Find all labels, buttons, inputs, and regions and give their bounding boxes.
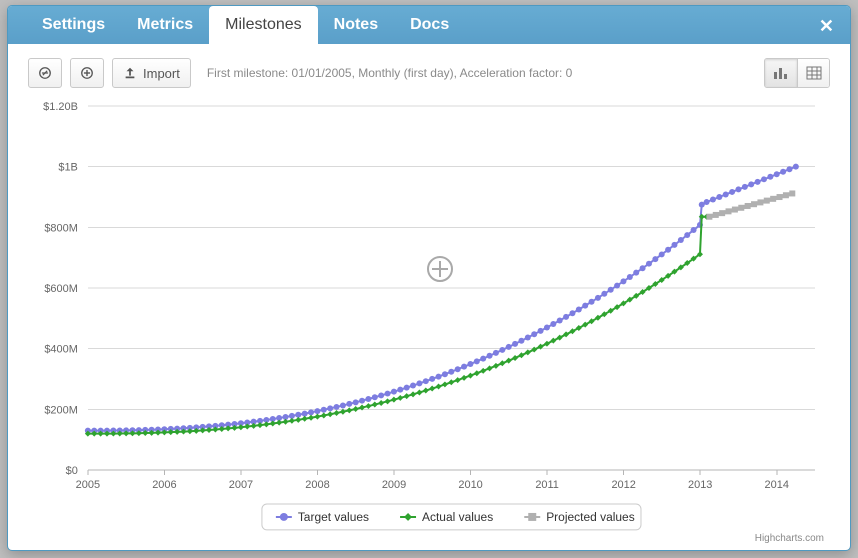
- modal-body: Import First milestone: 01/01/2005, Mont…: [8, 44, 850, 551]
- svg-text:$400M: $400M: [44, 344, 78, 356]
- svg-text:2006: 2006: [152, 479, 176, 491]
- svg-text:$800M: $800M: [44, 222, 78, 234]
- view-switch: [764, 58, 830, 88]
- svg-text:Projected values: Projected values: [546, 510, 635, 524]
- svg-text:$1B: $1B: [58, 162, 78, 174]
- svg-text:2008: 2008: [305, 479, 329, 491]
- svg-text:2012: 2012: [611, 479, 635, 491]
- svg-text:2010: 2010: [458, 479, 482, 491]
- table-view-button[interactable]: [797, 59, 829, 87]
- add-icon: [80, 66, 94, 80]
- table-icon: [806, 66, 822, 80]
- svg-text:2007: 2007: [229, 479, 253, 491]
- svg-text:2005: 2005: [76, 479, 100, 491]
- chart-svg: $0 $200M $400M $600M $800M $1B $1.20B 2005 2006 2…: [28, 96, 830, 545]
- tab-metrics[interactable]: Metrics: [121, 6, 209, 44]
- svg-text:2011: 2011: [535, 479, 559, 491]
- delete-icon: [38, 66, 52, 80]
- import-button[interactable]: Import: [112, 58, 191, 88]
- svg-text:$200M: $200M: [44, 404, 78, 416]
- barchart-icon: [773, 66, 789, 80]
- tab-milestones[interactable]: Milestones: [209, 6, 317, 44]
- svg-text:$1.20B: $1.20B: [43, 101, 78, 113]
- reset-zoom-badge[interactable]: [427, 256, 453, 282]
- import-button-label: Import: [143, 66, 180, 81]
- svg-text:$600M: $600M: [44, 283, 78, 295]
- svg-text:$0: $0: [66, 465, 78, 477]
- milestones-chart[interactable]: $0 $200M $400M $600M $800M $1B $1.20B 2005 2006 2…: [28, 96, 830, 545]
- close-icon[interactable]: ✕: [819, 16, 834, 37]
- svg-text:2014: 2014: [765, 479, 789, 491]
- tab-docs[interactable]: Docs: [394, 6, 465, 44]
- tab-settings[interactable]: Settings: [26, 6, 121, 44]
- info-text: First milestone: 01/01/2005, Monthly (fi…: [207, 66, 573, 80]
- svg-text:2009: 2009: [382, 479, 406, 491]
- tab-notes[interactable]: Notes: [318, 6, 394, 44]
- upload-icon: [123, 66, 137, 80]
- svg-text:Actual values: Actual values: [422, 510, 493, 524]
- tab-bar: Settings Metrics Milestones Notes Docs ✕: [8, 6, 850, 44]
- milestones-modal: Settings Metrics Milestones Notes Docs ✕…: [7, 5, 851, 551]
- delete-button[interactable]: [28, 58, 62, 88]
- chart-view-button[interactable]: [765, 59, 797, 87]
- svg-text:Highcharts.com: Highcharts.com: [755, 533, 824, 544]
- toolbar: Import First milestone: 01/01/2005, Mont…: [28, 58, 830, 88]
- add-button[interactable]: [70, 58, 104, 88]
- svg-text:Target values: Target values: [298, 510, 369, 524]
- svg-text:2013: 2013: [688, 479, 712, 491]
